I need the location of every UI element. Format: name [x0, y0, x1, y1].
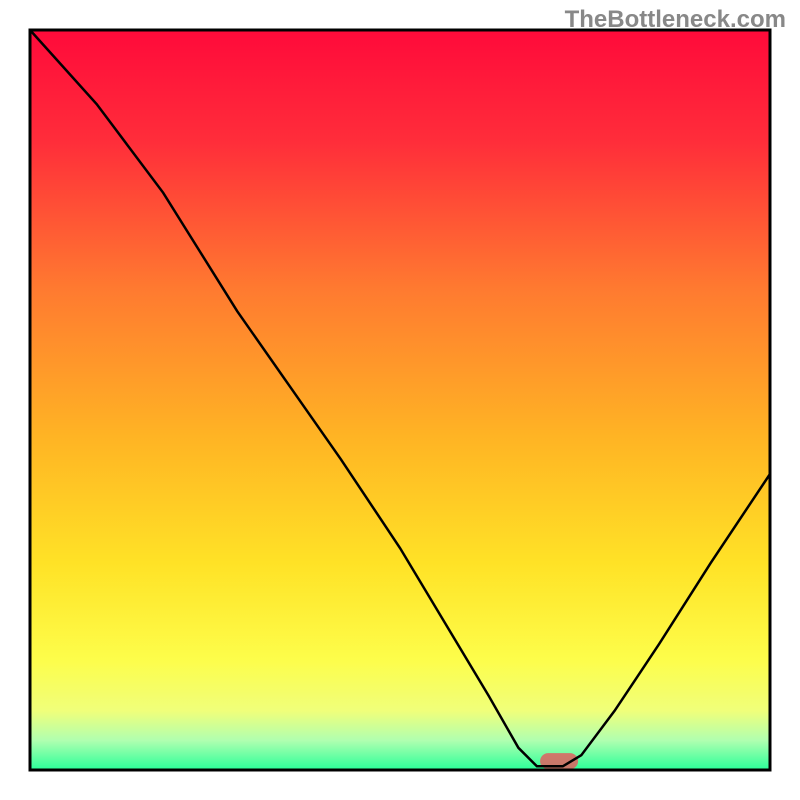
chart-container: TheBottleneck.com	[0, 0, 800, 800]
chart-svg	[0, 0, 800, 800]
watermark-text: TheBottleneck.com	[565, 6, 786, 34]
plot-background	[30, 30, 770, 770]
